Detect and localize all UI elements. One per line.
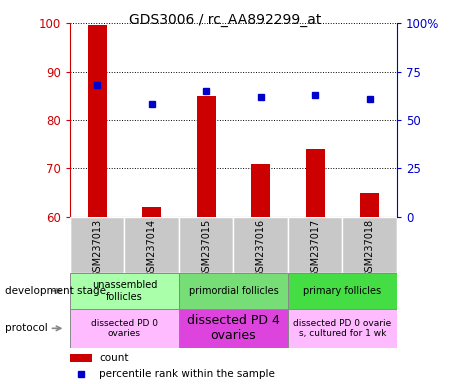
Bar: [70, 354, 92, 362]
Bar: [288, 217, 342, 273]
Text: GSM237017: GSM237017: [310, 218, 320, 278]
Bar: [288, 309, 397, 348]
Bar: [70, 273, 179, 309]
Text: GSM237014: GSM237014: [147, 218, 156, 278]
Text: GDS3006 / rc_AA892299_at: GDS3006 / rc_AA892299_at: [129, 13, 322, 27]
Bar: [179, 309, 288, 348]
Bar: [342, 217, 397, 273]
Bar: [288, 273, 397, 309]
Text: primary follicles: primary follicles: [304, 286, 382, 296]
Text: dissected PD 0 ovarie
s, cultured for 1 wk: dissected PD 0 ovarie s, cultured for 1 …: [293, 319, 391, 338]
Bar: [142, 207, 161, 217]
Bar: [87, 25, 107, 217]
Text: count: count: [99, 353, 129, 362]
Bar: [360, 193, 379, 217]
Text: primordial follicles: primordial follicles: [189, 286, 278, 296]
Bar: [124, 217, 179, 273]
Text: percentile rank within the sample: percentile rank within the sample: [99, 369, 275, 379]
Text: development stage: development stage: [5, 286, 106, 296]
Text: GSM237015: GSM237015: [201, 218, 211, 278]
Text: GSM237018: GSM237018: [364, 218, 375, 278]
Text: unassembled
follicles: unassembled follicles: [92, 280, 157, 302]
Text: GSM237013: GSM237013: [92, 218, 102, 278]
Text: GSM237016: GSM237016: [256, 218, 266, 278]
Text: dissected PD 0
ovaries: dissected PD 0 ovaries: [91, 319, 158, 338]
Bar: [70, 217, 124, 273]
Text: dissected PD 4
ovaries: dissected PD 4 ovaries: [187, 314, 280, 342]
Text: protocol: protocol: [5, 323, 47, 333]
Bar: [70, 309, 179, 348]
Bar: [179, 217, 234, 273]
Bar: [179, 273, 288, 309]
Bar: [251, 164, 270, 217]
Bar: [197, 96, 216, 217]
Bar: [306, 149, 325, 217]
Bar: [234, 217, 288, 273]
